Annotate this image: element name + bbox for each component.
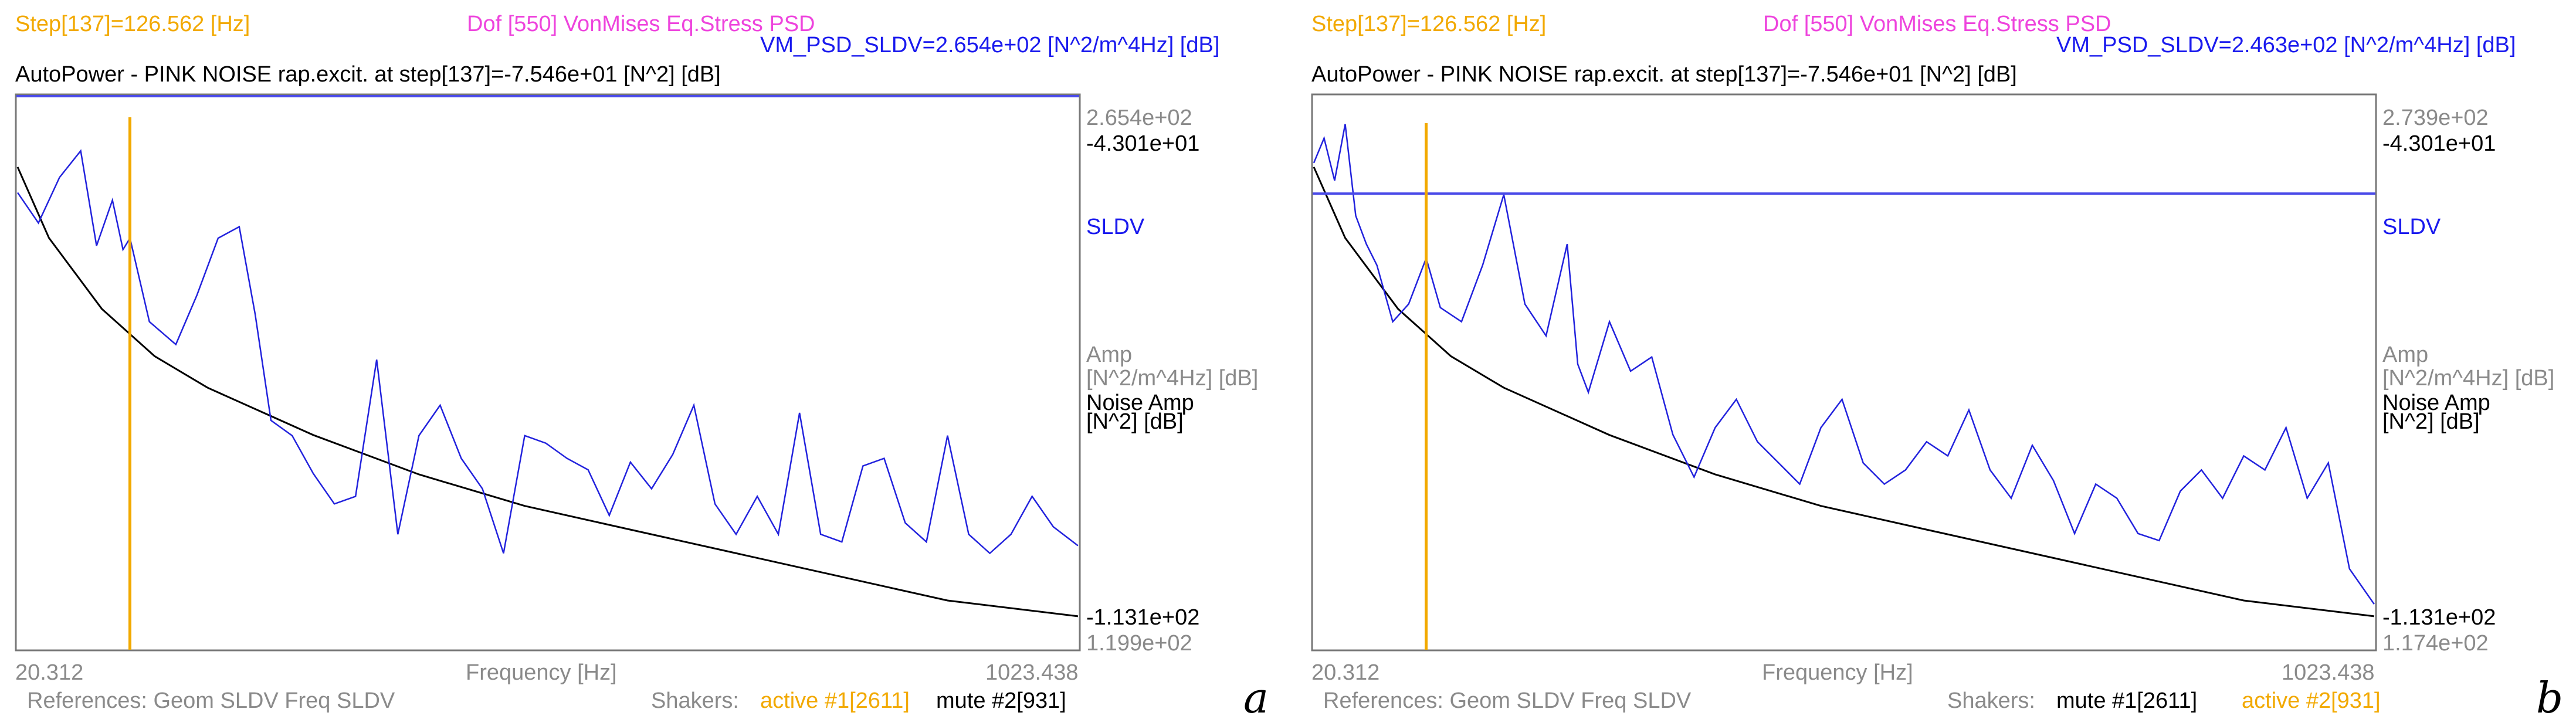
x-axis-label: Frequency [Hz] xyxy=(466,660,617,685)
noise-unit-label: [N^2] [dB] xyxy=(1086,409,1184,434)
amp-label: Amp xyxy=(2382,342,2429,367)
step-readout: Step[137]=126.562 [Hz] xyxy=(1311,12,1547,36)
noise-amp-line xyxy=(16,167,1079,618)
noise-amp-legend: Noise Amp xyxy=(1086,391,1194,415)
chart-panel-a: Step[137]=126.562 [Hz] Dof [550] VonMise… xyxy=(15,12,1269,722)
vm-psd-value: VM_PSD_SLDV=2.654e+02 [N^2/m^4Hz] [dB] xyxy=(760,33,1220,57)
x-tick-min: 20.312 xyxy=(1311,660,1380,685)
shaker-1-status[interactable]: active #1[2611] xyxy=(760,688,910,713)
noise-amp-legend: Noise Amp xyxy=(2382,391,2490,415)
amp-label: Amp xyxy=(1086,342,1133,367)
shakers-label: Shakers: xyxy=(651,688,739,713)
chart-title: AutoPower - PINK NOISE rap.excit. at ste… xyxy=(1311,62,2017,87)
noise-max-label: -4.301e+01 xyxy=(1086,131,1200,156)
references-label: References: Geom SLDV Freq SLDV xyxy=(1323,688,1692,713)
panel-label: a xyxy=(1243,673,1269,722)
amp-unit-label: [N^2/m^4Hz] [dB] xyxy=(2382,366,2555,391)
chart-panel-b: Step[137]=126.562 [Hz] Dof [550] VonMise… xyxy=(1296,0,2576,726)
dof-label: Dof [550] VonMises Eq.Stress PSD xyxy=(467,12,815,36)
plot-area xyxy=(1311,93,2377,652)
shaker-2-status[interactable]: active #2[931] xyxy=(2242,688,2381,713)
step-readout: Step[137]=126.562 [Hz] xyxy=(15,12,250,36)
x-tick-min: 20.312 xyxy=(15,660,84,685)
sldv-line xyxy=(16,149,1079,555)
noise-unit-label: [N^2] [dB] xyxy=(2382,409,2480,434)
plot-area xyxy=(15,93,1081,652)
amp-unit-label: [N^2/m^4Hz] [dB] xyxy=(1086,366,1259,391)
vm-psd-value: VM_PSD_SLDV=2.463e+02 [N^2/m^4Hz] [dB] xyxy=(2056,33,2516,57)
shakers-label: Shakers: xyxy=(1947,688,2035,713)
shaker-1-status[interactable]: mute #1[2611] xyxy=(2056,688,2198,713)
shaker-2-status[interactable]: mute #2[931] xyxy=(936,688,1066,713)
dof-label: Dof [550] VonMises Eq.Stress PSD xyxy=(1763,12,2111,36)
x-axis-label: Frequency [Hz] xyxy=(1762,660,1913,685)
noise-amp-line xyxy=(1313,167,2375,618)
sldv-max-label: 2.739e+02 xyxy=(2382,106,2489,130)
sldv-max-label: 2.654e+02 xyxy=(1086,106,1192,130)
noise-min-label: -1.131e+02 xyxy=(1086,605,1200,630)
x-tick-max: 1023.438 xyxy=(985,660,1079,685)
references-label: References: Geom SLDV Freq SLDV xyxy=(27,688,395,713)
sldv-line xyxy=(1313,124,2375,605)
noise-max-label: -4.301e+01 xyxy=(2382,131,2496,156)
noise-min-label: -1.131e+02 xyxy=(2382,605,2496,630)
sldv-legend: SLDV xyxy=(1086,215,1145,239)
plot-frame xyxy=(15,93,1081,652)
sldv-min-label: 1.174e+02 xyxy=(2382,631,2489,656)
chart-title: AutoPower - PINK NOISE rap.excit. at ste… xyxy=(15,62,721,87)
sldv-min-label: 1.199e+02 xyxy=(1086,631,1192,656)
panel-label: b xyxy=(2536,673,2564,722)
plot-frame xyxy=(1311,93,2377,652)
sldv-legend: SLDV xyxy=(2382,215,2441,239)
x-tick-max: 1023.438 xyxy=(2282,660,2375,685)
